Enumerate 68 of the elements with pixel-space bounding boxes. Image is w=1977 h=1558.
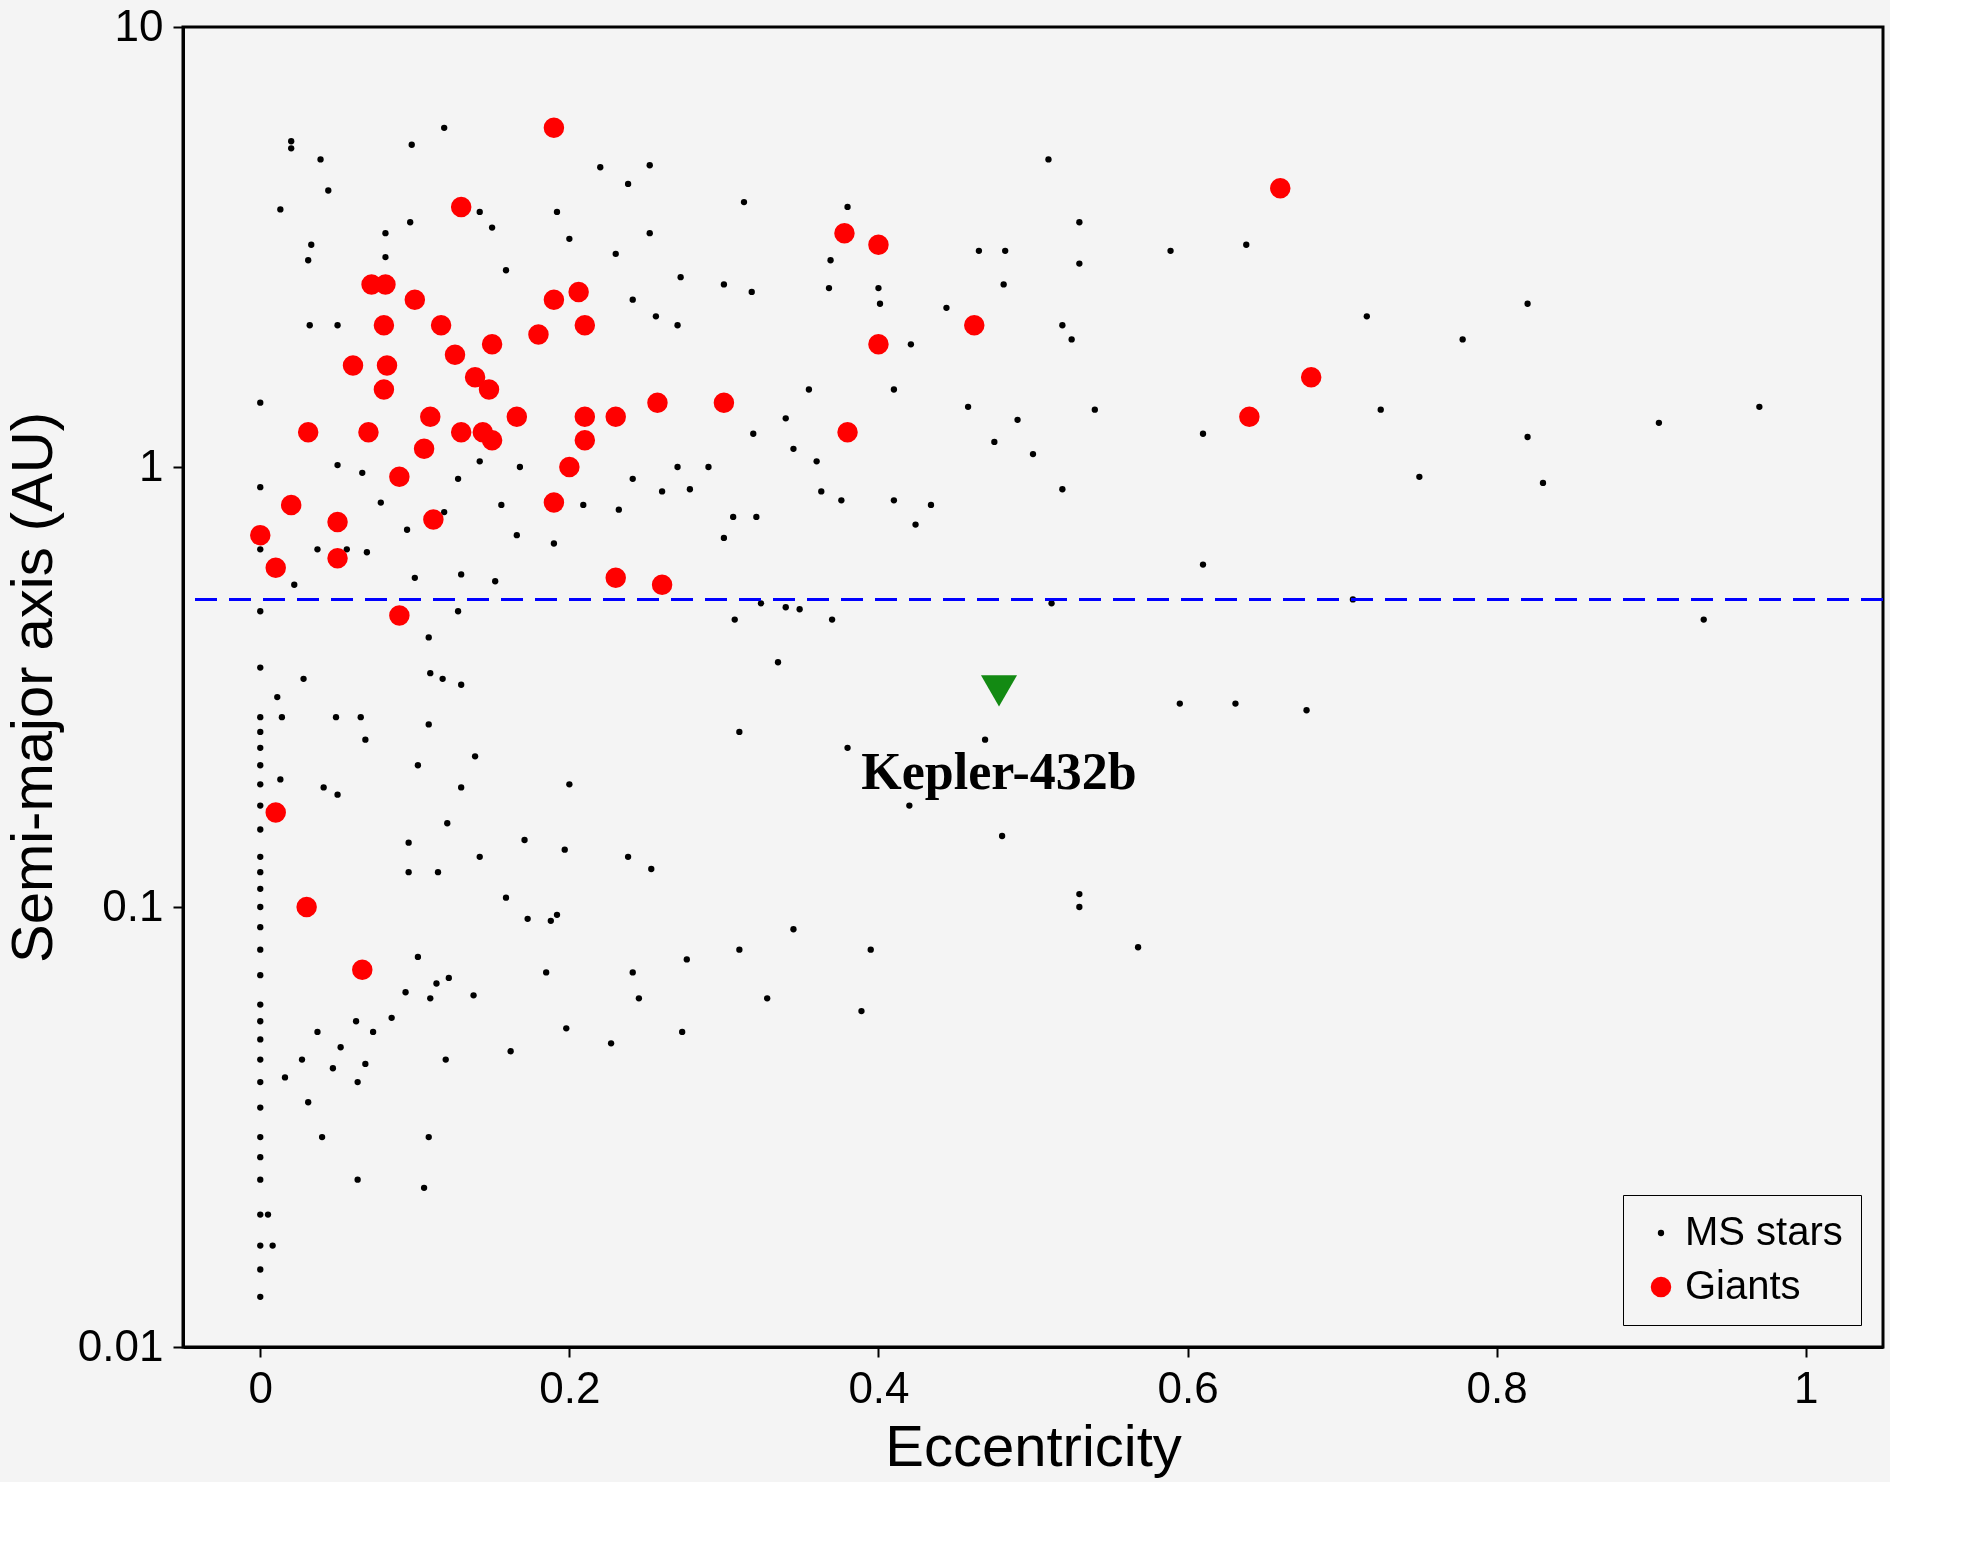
point — [420, 406, 441, 428]
point — [478, 379, 500, 400]
point — [559, 456, 580, 478]
point — [413, 438, 435, 460]
point — [834, 222, 855, 244]
x-axis-title: Eccentricity — [885, 1412, 1182, 1478]
x-tick-label: 0.6 — [1157, 1362, 1219, 1412]
point — [651, 574, 673, 595]
y-tick-label: 0.1 — [102, 880, 164, 930]
point — [464, 366, 486, 388]
point — [376, 355, 398, 376]
y-axis-title: Semi-major axis (AU) — [0, 411, 64, 964]
point — [265, 802, 286, 823]
y-tick-label: 10 — [114, 0, 164, 50]
point — [574, 406, 596, 428]
point — [1270, 178, 1291, 199]
point — [404, 289, 426, 310]
point — [250, 524, 271, 546]
point — [373, 315, 395, 336]
point — [543, 289, 565, 310]
point — [868, 334, 889, 355]
point — [430, 315, 452, 336]
point — [358, 421, 379, 443]
legend-label: MS stars — [1685, 1209, 1843, 1253]
point — [450, 421, 472, 443]
point — [568, 281, 589, 303]
legend-label: Giants — [1685, 1263, 1801, 1307]
point — [1239, 406, 1260, 428]
point — [543, 117, 565, 139]
point — [964, 315, 985, 336]
point — [481, 334, 503, 355]
point — [296, 896, 317, 918]
point — [506, 406, 528, 428]
point — [574, 430, 596, 451]
y-tick-label: 0.01 — [77, 1320, 164, 1370]
x-tick-label: 0.8 — [1466, 1362, 1528, 1412]
point — [297, 421, 319, 443]
point — [389, 605, 410, 626]
point — [280, 494, 302, 516]
point — [342, 355, 364, 376]
point — [327, 548, 348, 569]
point — [450, 196, 472, 218]
point — [444, 344, 466, 365]
x-tick-label: 1 — [1793, 1362, 1819, 1412]
x-tick-label: 0.2 — [539, 1362, 601, 1412]
point — [375, 274, 396, 295]
point — [423, 509, 444, 530]
point — [980, 675, 1018, 707]
point — [605, 567, 626, 589]
point — [574, 315, 596, 336]
point — [1300, 366, 1322, 388]
point — [605, 406, 626, 428]
point — [528, 324, 549, 345]
point — [713, 392, 735, 413]
point — [868, 234, 889, 255]
point — [373, 379, 395, 400]
x-tick-label: 0 — [248, 1362, 274, 1412]
point — [265, 557, 286, 579]
point — [543, 492, 565, 513]
point — [352, 959, 373, 980]
point — [481, 430, 503, 451]
point — [837, 421, 858, 443]
x-tick-label: 0.4 — [848, 1362, 910, 1412]
point — [327, 511, 348, 533]
annotation: Kepler-432b — [861, 742, 1137, 800]
point — [647, 392, 668, 413]
y-tick-label: 1 — [139, 440, 164, 490]
point — [389, 466, 410, 488]
